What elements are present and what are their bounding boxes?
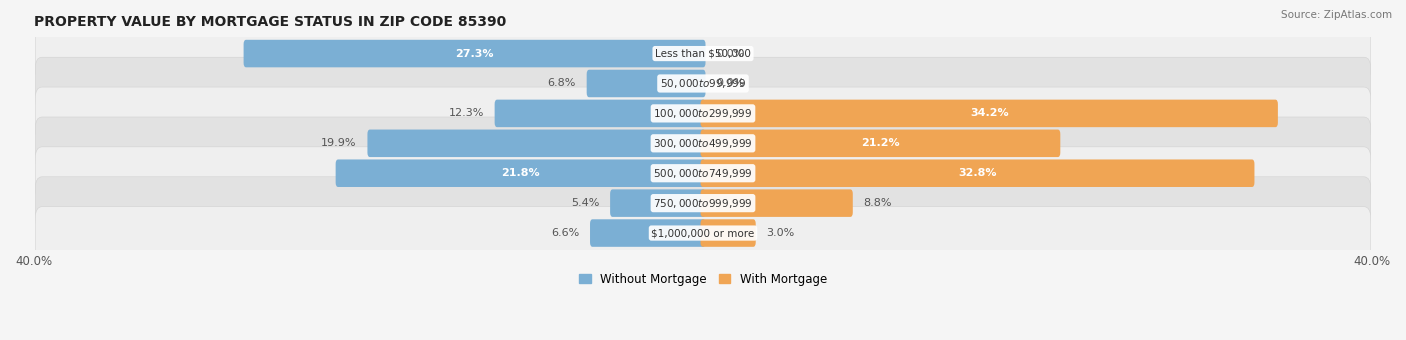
Text: 19.9%: 19.9% [321,138,357,148]
Text: 6.6%: 6.6% [551,228,579,238]
Text: $100,000 to $299,999: $100,000 to $299,999 [654,107,752,120]
FancyBboxPatch shape [35,27,1371,80]
FancyBboxPatch shape [35,177,1371,230]
Text: 8.8%: 8.8% [863,198,893,208]
FancyBboxPatch shape [336,159,706,187]
Text: $300,000 to $499,999: $300,000 to $499,999 [654,137,752,150]
Text: $50,000 to $99,999: $50,000 to $99,999 [659,77,747,90]
Text: 0.0%: 0.0% [717,79,745,88]
FancyBboxPatch shape [700,189,853,217]
Text: 27.3%: 27.3% [456,49,494,58]
Text: Source: ZipAtlas.com: Source: ZipAtlas.com [1281,10,1392,20]
FancyBboxPatch shape [243,40,706,67]
Text: 3.0%: 3.0% [766,228,794,238]
Legend: Without Mortgage, With Mortgage: Without Mortgage, With Mortgage [574,268,832,290]
FancyBboxPatch shape [495,100,706,127]
FancyBboxPatch shape [610,189,706,217]
FancyBboxPatch shape [700,219,755,247]
FancyBboxPatch shape [35,57,1371,110]
Text: $500,000 to $749,999: $500,000 to $749,999 [654,167,752,180]
FancyBboxPatch shape [35,117,1371,170]
Text: 32.8%: 32.8% [959,168,997,178]
FancyBboxPatch shape [700,130,1060,157]
FancyBboxPatch shape [586,70,706,97]
FancyBboxPatch shape [35,207,1371,259]
Text: $1,000,000 or more: $1,000,000 or more [651,228,755,238]
Text: Less than $50,000: Less than $50,000 [655,49,751,58]
FancyBboxPatch shape [700,100,1278,127]
Text: 12.3%: 12.3% [449,108,484,118]
FancyBboxPatch shape [35,87,1371,140]
FancyBboxPatch shape [700,159,1254,187]
Text: 5.4%: 5.4% [571,198,599,208]
Text: PROPERTY VALUE BY MORTGAGE STATUS IN ZIP CODE 85390: PROPERTY VALUE BY MORTGAGE STATUS IN ZIP… [34,15,506,29]
FancyBboxPatch shape [367,130,706,157]
Text: $750,000 to $999,999: $750,000 to $999,999 [654,197,752,210]
FancyBboxPatch shape [591,219,706,247]
Text: 0.0%: 0.0% [717,49,745,58]
FancyBboxPatch shape [35,147,1371,200]
Text: 21.8%: 21.8% [502,168,540,178]
Text: 6.8%: 6.8% [547,79,576,88]
Text: 21.2%: 21.2% [860,138,900,148]
Text: 34.2%: 34.2% [970,108,1008,118]
